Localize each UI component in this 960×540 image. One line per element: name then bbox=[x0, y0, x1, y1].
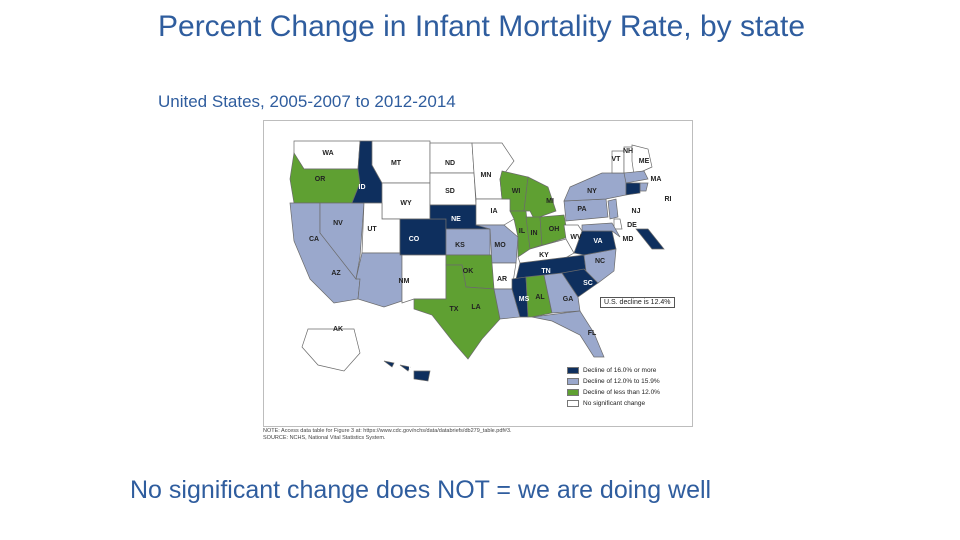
state-label-sd: SD bbox=[445, 188, 455, 195]
state-az bbox=[355, 252, 403, 308]
state-fl bbox=[531, 310, 605, 358]
state-label-sc: SC bbox=[583, 280, 593, 287]
state-label-wi: WI bbox=[512, 188, 521, 195]
state-label-fl: FL bbox=[588, 330, 597, 337]
state-ga bbox=[543, 272, 581, 314]
legend-label: Decline of 16.0% or more bbox=[583, 366, 657, 374]
page-title: Percent Change in Infant Mortality Rate,… bbox=[158, 10, 806, 43]
tagline-text: No significant change does NOT = we are … bbox=[130, 476, 712, 504]
state-label-tn: TN bbox=[541, 268, 550, 275]
state-label-ga: GA bbox=[563, 296, 574, 303]
state-label-la: LA bbox=[471, 304, 480, 311]
state-label-de: DE bbox=[627, 222, 637, 229]
state-wv bbox=[563, 224, 583, 254]
state-label-ct: CT bbox=[649, 210, 659, 217]
state-label-mi: MI bbox=[546, 198, 554, 205]
state-ak bbox=[301, 328, 361, 372]
state-ct bbox=[625, 182, 641, 196]
state-label-al: AL bbox=[535, 294, 545, 301]
state-label-nh: NH bbox=[623, 148, 633, 155]
state-label-ca: CA bbox=[309, 236, 319, 243]
state-label-ok: OK bbox=[463, 268, 474, 275]
state-label-az: AZ bbox=[331, 270, 341, 277]
state-label-tx: TX bbox=[450, 306, 459, 313]
state-label-me: ME bbox=[639, 158, 650, 165]
state-label-ar: AR bbox=[497, 276, 507, 283]
state-label-ny: NY bbox=[587, 188, 597, 195]
state-label-id: ID bbox=[359, 184, 366, 191]
state-label-dc: DC bbox=[659, 230, 669, 237]
legend-swatch bbox=[567, 366, 579, 374]
state-al bbox=[525, 274, 553, 318]
state-label-hi: HI bbox=[409, 364, 416, 371]
legend-swatch bbox=[567, 399, 579, 407]
us-map-figure: WA OR CA NV ID MT WY UT AZ CO NM ND SD NE KS OK TX MN IA MO… bbox=[263, 120, 693, 427]
state-label-va: VA bbox=[593, 238, 602, 245]
state-label-ne: NE bbox=[451, 216, 461, 223]
state-ms bbox=[511, 276, 529, 318]
state-label-mo: MO bbox=[494, 242, 506, 249]
legend-swatch bbox=[567, 388, 579, 396]
state-label-nc: NC bbox=[595, 258, 605, 265]
state-label-wy: WY bbox=[400, 200, 412, 207]
state-label-ia: IA bbox=[491, 208, 498, 215]
state-label-nv: NV bbox=[333, 220, 343, 227]
state-label-ri: RI bbox=[665, 196, 672, 203]
state-label-ak: AK bbox=[333, 326, 343, 333]
state-ri bbox=[639, 182, 649, 192]
legend-item: Decline of less than 12.0% bbox=[567, 387, 692, 397]
state-co bbox=[399, 218, 447, 256]
state-oh bbox=[539, 214, 569, 246]
state-label-nd: ND bbox=[445, 160, 455, 167]
state-label-mt: MT bbox=[391, 160, 402, 167]
state-label-ks: KS bbox=[455, 242, 465, 249]
state-dc bbox=[635, 228, 665, 250]
state-label-ms: MS bbox=[519, 296, 530, 303]
map-notes: NOTE: Access data table for Figure 3 at:… bbox=[263, 428, 512, 442]
state-label-or: OR bbox=[315, 176, 326, 183]
state-ks bbox=[445, 228, 491, 256]
legend-item: Decline of 16.0% or more bbox=[567, 365, 692, 375]
legend-swatch bbox=[567, 377, 579, 385]
state-label-oh: OH bbox=[549, 226, 560, 233]
state-label-co: CO bbox=[409, 236, 420, 243]
state-label-nm: NM bbox=[399, 278, 410, 285]
state-label-wa: WA bbox=[322, 150, 333, 157]
state-label-wv: WV bbox=[570, 234, 582, 241]
legend-item: No significant change bbox=[567, 398, 692, 408]
state-label-mn: MN bbox=[481, 172, 492, 179]
state-label-ut: UT bbox=[367, 226, 377, 233]
us-choropleth-map: WA OR CA NV ID MT WY UT AZ CO NM ND SD NE KS OK TX MN IA MO… bbox=[289, 140, 672, 382]
legend-label: Decline of less than 12.0% bbox=[583, 388, 660, 396]
legend-label: Decline of 12.0% to 15.9% bbox=[583, 377, 660, 385]
state-label-md: MD bbox=[623, 236, 634, 243]
us-decline-note: U.S. decline is 12.4% bbox=[600, 297, 675, 308]
state-nd bbox=[429, 142, 475, 174]
map-legend: Decline of 16.0% or more Decline of 12.0… bbox=[567, 365, 692, 409]
state-nj bbox=[607, 198, 619, 220]
state-label-nj: NJ bbox=[632, 208, 641, 215]
note-text: NOTE: Access data table for Figure 3 at:… bbox=[263, 428, 512, 434]
source-text: SOURCE: NCHS, National Vital Statistics … bbox=[263, 435, 386, 441]
state-ma bbox=[623, 170, 649, 184]
legend-label: No significant change bbox=[583, 399, 646, 407]
state-de bbox=[613, 218, 623, 230]
legend-item: Decline of 12.0% to 15.9% bbox=[567, 376, 692, 386]
state-label-pa: PA bbox=[577, 206, 586, 213]
state-label-ky: KY bbox=[539, 252, 549, 259]
page-subtitle: United States, 2005-2007 to 2012-2014 bbox=[158, 92, 456, 111]
state-label-vt: VT bbox=[612, 156, 622, 163]
state-md bbox=[581, 222, 621, 238]
state-hi bbox=[383, 360, 431, 382]
state-label-il: IL bbox=[519, 228, 526, 235]
state-label-ma: MA bbox=[651, 176, 662, 183]
state-label-in: IN bbox=[531, 230, 538, 237]
